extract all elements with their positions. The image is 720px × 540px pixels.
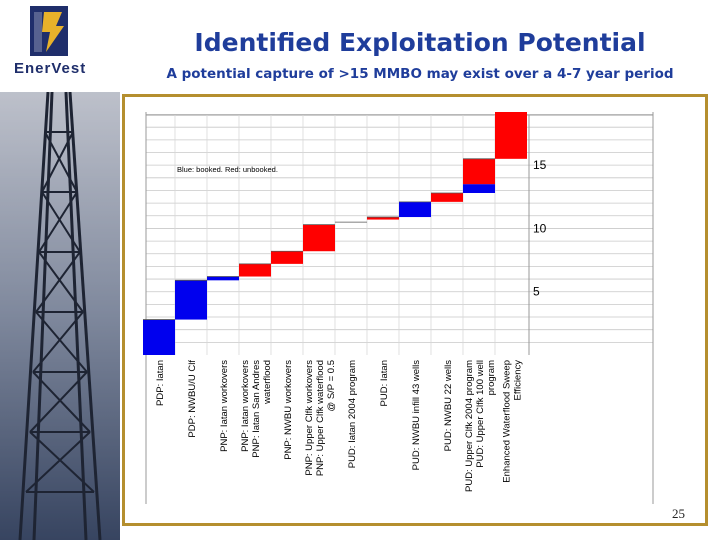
booked-bar bbox=[143, 319, 175, 355]
x-tick-label: PNP: Iatan workovers bbox=[219, 360, 230, 452]
slide-subtitle: A potential capture of >15 MMBO may exis… bbox=[166, 66, 674, 82]
x-tick-label: PUD: Iatan 2004 program bbox=[347, 360, 358, 468]
enervest-logo-icon bbox=[30, 6, 68, 56]
booked-bar bbox=[175, 280, 207, 320]
x-tick-label: PNP: Iatan workovers bbox=[240, 360, 251, 452]
chart-annotation: Blue: booked. Red: unbooked. bbox=[177, 165, 278, 174]
booked-bar bbox=[399, 201, 431, 218]
x-tick-label: PNP: NWBU workovers bbox=[283, 360, 294, 460]
page-number: 25 bbox=[672, 506, 685, 521]
unbooked-bar bbox=[431, 193, 463, 202]
x-tick-label: Efficiency bbox=[513, 360, 524, 401]
slide-title: Identified Exploitation Potential bbox=[194, 28, 646, 57]
x-tick-label: PDP: Iatan bbox=[155, 360, 166, 406]
logo-text: EnerVest bbox=[14, 60, 87, 77]
x-tick-label: PUD: NWBU 22 wells bbox=[443, 360, 454, 452]
booked-bar bbox=[207, 276, 239, 281]
unbooked-bar bbox=[367, 217, 399, 220]
x-tick-label: PUD: NWBU infill 43 wells bbox=[411, 360, 422, 471]
chart-frame bbox=[122, 94, 708, 526]
unbooked-bar bbox=[303, 224, 335, 252]
x-tick-label: PUD: Upper Clfk 100 well bbox=[475, 360, 486, 468]
x-tick-label: PDP: NWBU/U Clf bbox=[187, 360, 198, 438]
x-tick-label: Enhanced Waterflood Sweep bbox=[502, 360, 513, 483]
booked-bar bbox=[463, 184, 495, 193]
x-tick-label: PNP: Iatan San Andres bbox=[251, 360, 262, 458]
unbooked-bar bbox=[463, 158, 495, 185]
x-tick-label: PNP: Upper Clfk waterflood bbox=[315, 360, 326, 476]
y-tick-label: 5 bbox=[533, 285, 540, 299]
x-tick-label: @ S/P = 0.5 bbox=[326, 360, 337, 411]
x-tick-label: PUD: Iatan bbox=[379, 360, 390, 406]
x-tick-label: program bbox=[486, 360, 497, 395]
y-tick-label: 10 bbox=[533, 221, 547, 235]
unbooked-bar bbox=[239, 263, 271, 277]
waterfall-chart: 5 10 15 Blue: booked. Red: unbooked. PDP: Ia… bbox=[143, 112, 654, 504]
x-tick-label: waterflood bbox=[262, 360, 273, 405]
y-tick-label: 15 bbox=[533, 158, 547, 172]
unbooked-bar bbox=[271, 251, 303, 264]
logo: EnerVest bbox=[0, 0, 132, 90]
x-tick-label: PNP: Upper Clfk workovers bbox=[304, 360, 315, 476]
unbooked-bar bbox=[495, 112, 527, 159]
x-tick-label: PUD: Upper Clfk 2004 program bbox=[464, 360, 475, 492]
oil-rig-image bbox=[0, 92, 120, 540]
